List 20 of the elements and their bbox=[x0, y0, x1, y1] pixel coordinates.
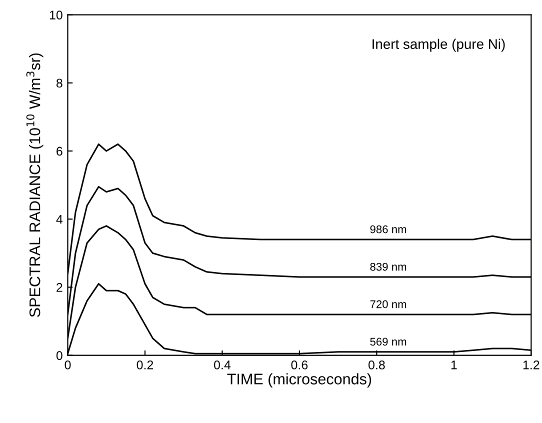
series-label: 839 nm bbox=[370, 262, 406, 271]
x-axis-title: TIME (microseconds) bbox=[227, 373, 372, 388]
series-label: 986 nm bbox=[370, 225, 406, 234]
x-tick-label: 0.2 bbox=[136, 360, 154, 370]
y-tick-label: 0 bbox=[56, 351, 62, 360]
x-tick-label: 0.6 bbox=[291, 360, 308, 370]
x-tick-label: 0.4 bbox=[214, 360, 231, 370]
x-tick-label: 0 bbox=[64, 360, 71, 370]
x-tick-label: 0.8 bbox=[368, 360, 385, 370]
series-label: 569 nm bbox=[370, 338, 406, 346]
x-tick-label: 1.2 bbox=[523, 360, 540, 370]
series-label: 720 nm bbox=[370, 300, 406, 308]
y-axis-title: SPECTRAL RADIANCE (10$^{10}$ W/m$^{3}$sr) bbox=[26, 53, 44, 317]
y-tick-label: 4 bbox=[56, 215, 63, 224]
y-tick-label: 6 bbox=[56, 146, 62, 156]
annotation: Inert sample (pure Ni) bbox=[372, 38, 505, 52]
x-tick-label: 1 bbox=[451, 360, 457, 370]
y-tick-label: 10 bbox=[50, 10, 62, 20]
y-tick-label: 8 bbox=[56, 78, 62, 88]
y-tick-label: 2 bbox=[56, 283, 62, 292]
